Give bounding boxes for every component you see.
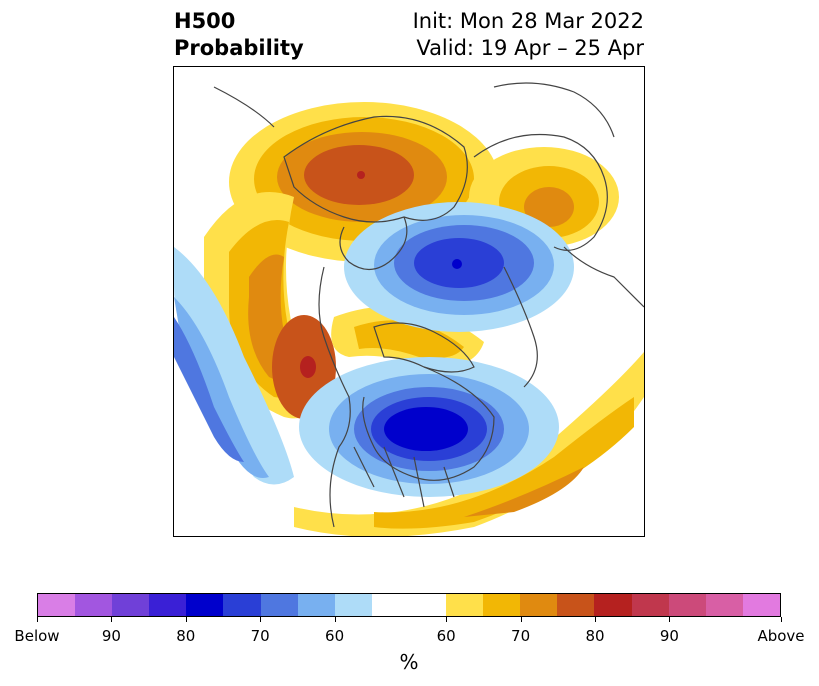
colorbar-tick-label: 80 [176,627,196,645]
colorbar-tick-label: 90 [659,627,679,645]
colorbar-tick [446,617,448,622]
probability-map [173,66,645,537]
colorbar-segment [668,594,706,616]
colorbar-segment [705,594,743,616]
anomaly-above-atlantic-arc [294,352,644,536]
colorbar-segment [297,594,335,616]
colorbar-segment [334,594,372,616]
colorbar-tick [334,617,336,622]
colorbar-tick-label: Below [14,627,60,645]
colorbar-tick [111,617,113,622]
colorbar-tick [781,617,782,622]
colorbar-tick-label: 80 [585,627,605,645]
colorbar-segment [446,594,484,616]
colorbar-tick [595,617,596,622]
colorbar-segment [38,594,76,616]
colorbar-segment [371,594,409,616]
colorbar-tick-label: 60 [325,627,345,645]
colorbar-segment [408,594,447,616]
colorbar-segment [594,594,632,616]
colorbar-tick-label: 90 [101,627,121,645]
colorbar-tick [520,617,522,622]
colorbar-segment [631,594,669,616]
colorbar-segment [260,594,298,616]
colorbar-tick [37,617,38,622]
title-product: Probability [174,36,304,60]
colorbar-tick [260,617,262,622]
colorbar-segment [149,594,187,616]
colorbar-unit: % [399,650,419,674]
colorbar-tick-label: 70 [250,627,270,645]
title-variable: H500 [174,9,236,33]
colorbar-tick-label: Above [757,627,805,645]
colorbar [37,593,781,617]
anomaly-below-north-america [299,357,559,497]
colorbar-segment [223,594,261,616]
anomaly-below-west-pacific [174,247,294,485]
colorbar-tick-label: 60 [436,627,456,645]
colorbar-tick-label: 70 [511,627,531,645]
coastlines [213,82,644,528]
valid-range: Valid: 19 Apr – 25 Apr [416,36,644,60]
colorbar-segment [520,594,558,616]
colorbar-segment [742,594,780,616]
colorbar-tick [185,617,187,622]
colorbar-segment [186,594,224,616]
map-title: H500 Probability [174,8,304,62]
colorbar-segment [112,594,150,616]
colorbar-tick [669,617,671,622]
anomaly-above-pacific [204,192,336,419]
anomaly-below-north-eurasia [344,202,574,332]
init-date: Init: Mon 28 Mar 2022 [412,9,644,33]
colorbar-segment [557,594,595,616]
map-date-info: Init: Mon 28 Mar 2022 Valid: 19 Apr – 25… [413,8,644,62]
colorbar-segment [483,594,521,616]
colorbar-segment [75,594,113,616]
